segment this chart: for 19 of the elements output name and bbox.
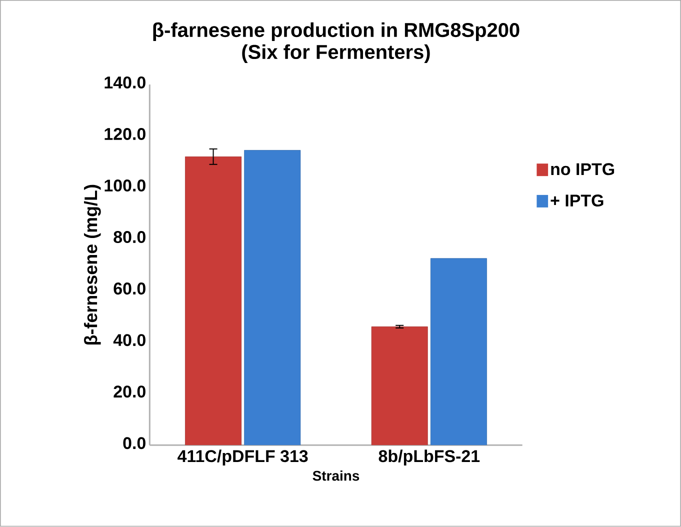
y-tick-label: 120.0 <box>104 128 146 140</box>
y-tick-label: 20.0 <box>114 386 146 398</box>
x-axis-title: Strains <box>312 470 360 481</box>
y-tick-label: 40.0 <box>113 334 146 346</box>
y-tick-label: 0.0 <box>123 437 146 450</box>
legend-label: + IPTG <box>550 194 604 207</box>
bar <box>244 150 301 446</box>
x-tick-label: 8b/pLbFS-21 <box>378 450 480 466</box>
y-tick-label: 60.0 <box>114 282 146 295</box>
y-tick-label: 140.0 <box>104 76 146 89</box>
x-tick-label: 411C/pDFLF 313 <box>178 450 308 466</box>
y-tick-label: 80.0 <box>114 231 146 244</box>
bar <box>430 258 487 446</box>
bar <box>371 326 428 446</box>
y-tick-label: 100.0 <box>104 180 146 192</box>
y-axis-title: β-fernesene (mg/L) <box>84 185 101 345</box>
legend-label: no IPTG <box>551 163 614 176</box>
chart-title: β-farnesene production in RMG8Sp200 (Six for Fermenters) <box>153 22 520 64</box>
bar <box>185 156 242 446</box>
